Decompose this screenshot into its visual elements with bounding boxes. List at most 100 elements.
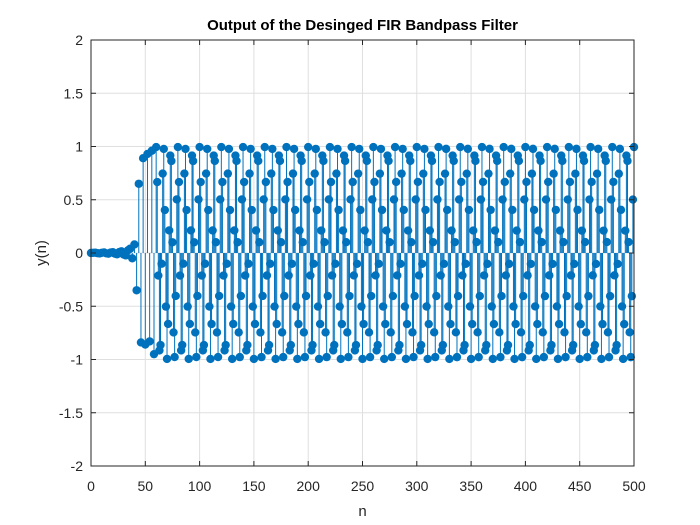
stem-marker — [157, 259, 166, 268]
stem-marker — [558, 156, 567, 166]
stem-marker — [182, 205, 191, 215]
stem-marker — [465, 302, 475, 311]
stem-marker — [314, 354, 324, 364]
x-axis-ticks: 0 50 100 150 200 250 300 350 400 450 500 — [87, 40, 646, 494]
stem-marker — [259, 195, 268, 204]
stem-marker — [254, 156, 263, 166]
stem-marker — [474, 352, 483, 362]
stem-marker — [132, 286, 141, 295]
stem-marker — [181, 144, 190, 154]
stem-marker — [443, 205, 452, 215]
stem-marker — [428, 237, 438, 247]
stem-marker — [517, 352, 527, 362]
stem-marker — [204, 205, 213, 215]
stem-marker — [170, 352, 179, 362]
stem-marker — [211, 238, 221, 247]
stem-marker — [156, 340, 165, 350]
stem-marker — [222, 259, 231, 268]
stem-marker — [453, 291, 463, 301]
stem-marker — [585, 195, 594, 204]
x-axis-label: n — [358, 503, 366, 520]
stem-marker — [447, 226, 456, 235]
stem-marker — [159, 144, 168, 154]
stem-marker — [548, 259, 557, 269]
stem-marker — [169, 328, 178, 337]
stem-marker — [352, 259, 362, 269]
stem-marker — [185, 319, 195, 329]
stem-marker — [496, 352, 505, 362]
stem-marker — [509, 302, 518, 311]
stem-marker — [483, 259, 492, 269]
stem-marker — [186, 226, 196, 235]
stem-marker — [574, 302, 583, 311]
stem-marker — [382, 226, 391, 235]
stem-marker — [201, 169, 211, 178]
stem-marker — [542, 142, 552, 152]
stem-marker — [226, 302, 236, 311]
stem-marker — [208, 226, 217, 235]
stem-marker — [378, 302, 388, 311]
stem-marker — [488, 354, 498, 364]
stem-marker — [555, 226, 565, 235]
stem-marker — [191, 328, 200, 337]
stem-marker — [306, 271, 315, 280]
stem-marker — [319, 156, 328, 166]
stem-marker — [322, 352, 331, 362]
stem-marker — [580, 237, 590, 247]
stem-marker — [545, 271, 554, 280]
stem-marker — [402, 319, 412, 329]
stem-marker — [308, 340, 317, 350]
x-tick-label: 350 — [459, 478, 483, 494]
stem-marker — [384, 156, 393, 166]
stem-marker — [298, 238, 307, 247]
stem-marker — [507, 144, 516, 154]
stem-marker — [344, 352, 353, 362]
stem-marker — [612, 340, 621, 350]
stem-marker — [236, 291, 246, 301]
stem-marker — [250, 319, 260, 329]
stem-marker — [327, 271, 337, 280]
stem-marker — [390, 142, 400, 152]
stem-marker — [561, 352, 570, 362]
x-tick-label: 500 — [622, 478, 646, 494]
stem-marker — [227, 354, 237, 364]
stem-marker — [302, 195, 312, 204]
stem-marker — [494, 237, 503, 247]
stem-marker — [534, 226, 543, 235]
stem-marker — [526, 259, 536, 269]
stem-marker — [424, 319, 433, 329]
stem-marker — [331, 259, 340, 268]
stem-marker — [554, 319, 564, 329]
stem-marker — [460, 340, 469, 350]
stem-marker — [504, 259, 514, 269]
stem-marker — [416, 340, 426, 350]
stem-marker — [249, 354, 259, 364]
stem-marker — [544, 177, 553, 187]
stem-marker — [433, 195, 442, 204]
stem-marker — [293, 354, 302, 364]
stem-marker — [467, 319, 477, 329]
stem-marker — [196, 177, 205, 187]
stem-marker — [154, 271, 163, 280]
stem-marker — [256, 328, 265, 337]
y-tick-label: -0.5 — [59, 298, 83, 314]
stem-marker — [472, 237, 481, 247]
stem-marker — [338, 226, 348, 235]
stem-marker — [519, 291, 528, 301]
stem-marker — [340, 156, 350, 166]
stem-marker — [295, 226, 304, 235]
stem-marker — [206, 354, 215, 364]
stem-marker — [130, 240, 139, 249]
stem-marker — [432, 291, 441, 301]
stem-marker — [476, 195, 486, 204]
stem-marker — [160, 205, 170, 215]
stem-marker — [512, 226, 521, 235]
stem-marker — [411, 195, 420, 204]
stem-marker — [582, 328, 591, 337]
stem-marker — [471, 156, 480, 166]
stem-marker — [497, 291, 506, 301]
stem-marker — [604, 352, 614, 362]
stem-marker — [583, 352, 592, 362]
stem-marker — [355, 144, 364, 154]
stem-marker — [216, 195, 225, 204]
